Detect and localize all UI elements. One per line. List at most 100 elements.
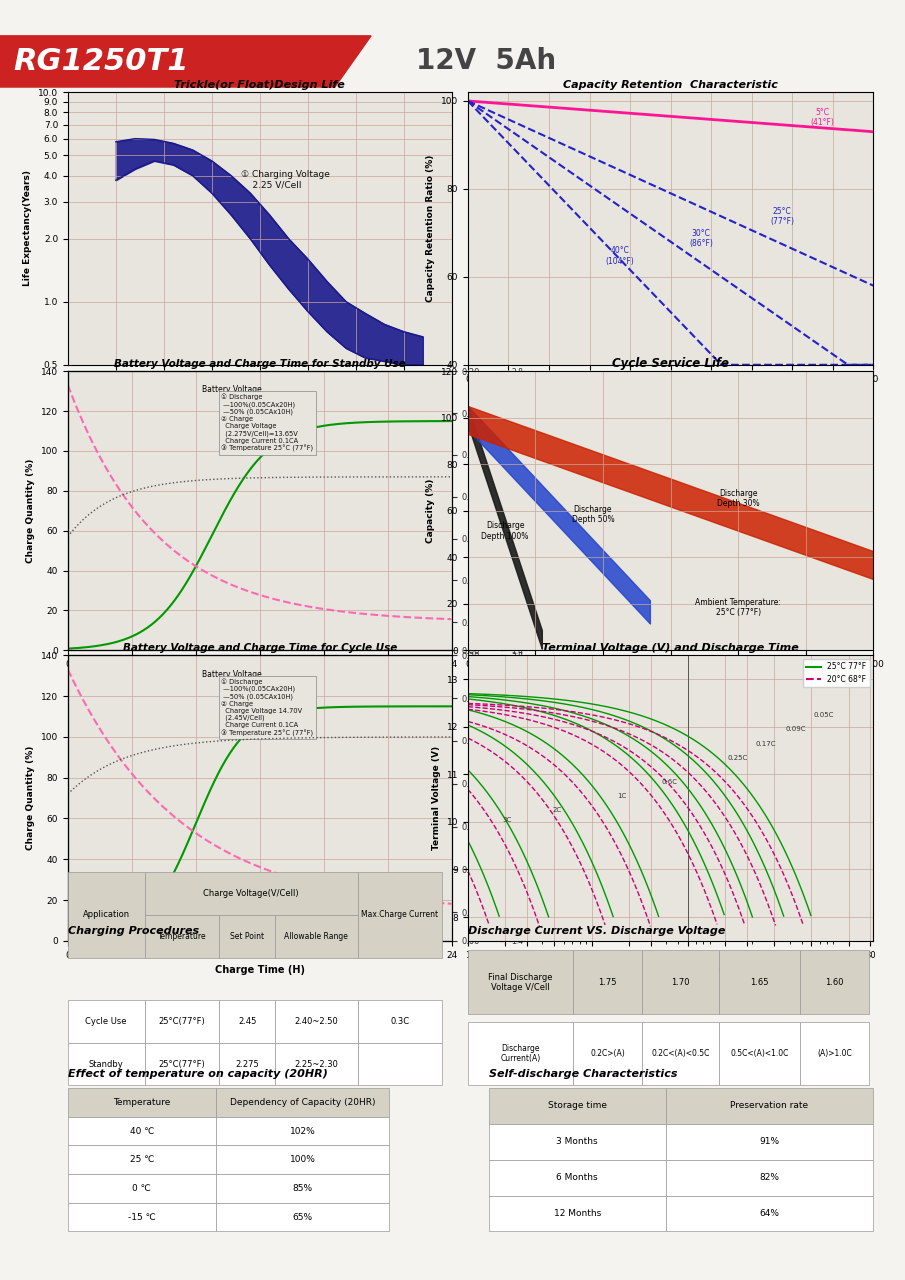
- Text: Effect of temperature on capacity (20HR): Effect of temperature on capacity (20HR): [68, 1069, 328, 1079]
- Text: 0.6C: 0.6C: [662, 778, 678, 785]
- Text: 64%: 64%: [759, 1208, 779, 1219]
- Text: ← Min →: ← Min →: [565, 963, 598, 972]
- Bar: [573, 1021, 643, 1085]
- Bar: [145, 1000, 219, 1043]
- Text: 40 ℃: 40 ℃: [129, 1126, 154, 1135]
- Text: 0.3C: 0.3C: [390, 1018, 409, 1027]
- Bar: [643, 1021, 719, 1085]
- Text: 91%: 91%: [759, 1137, 779, 1147]
- Text: -15 ℃: -15 ℃: [128, 1212, 156, 1221]
- Text: 0.2C>(A): 0.2C>(A): [590, 1050, 625, 1059]
- Text: ① Discharge
 —100%(0.05CAx20H)
 —50% (0.05CAx10H)
② Charge
  Charge Voltage 14.7: ① Discharge —100%(0.05CAx20H) —50% (0.05…: [222, 678, 313, 736]
- Title: Battery Voltage and Charge Time for Cycle Use: Battery Voltage and Charge Time for Cycl…: [122, 643, 397, 653]
- X-axis label: Charge Time (H): Charge Time (H): [214, 965, 305, 975]
- X-axis label: Temperature (°C): Temperature (°C): [213, 389, 307, 399]
- Text: 82%: 82%: [759, 1172, 779, 1183]
- Bar: [275, 915, 357, 957]
- Title: Cycle Service Life: Cycle Service Life: [612, 357, 729, 370]
- Text: 3 Months: 3 Months: [557, 1137, 598, 1147]
- Text: Charging Procedures: Charging Procedures: [68, 927, 199, 936]
- Text: 3C: 3C: [502, 817, 511, 823]
- Bar: [145, 1043, 219, 1085]
- Bar: [665, 1160, 873, 1196]
- Text: 0 ℃: 0 ℃: [132, 1184, 151, 1193]
- Text: 0.09C: 0.09C: [786, 727, 806, 732]
- Bar: [68, 1043, 145, 1085]
- Y-axis label: Charge Current (CA): Charge Current (CA): [485, 759, 494, 837]
- Bar: [219, 1043, 275, 1085]
- Text: 100%: 100%: [290, 1155, 315, 1165]
- Text: 25°C
(77°F): 25°C (77°F): [770, 206, 794, 227]
- Text: 0.17C: 0.17C: [755, 741, 776, 746]
- Bar: [68, 1146, 215, 1174]
- Text: Charge Voltage(V/Cell): Charge Voltage(V/Cell): [204, 890, 299, 899]
- Text: 65%: 65%: [292, 1212, 312, 1221]
- Text: Discharge Current VS. Discharge Voltage: Discharge Current VS. Discharge Voltage: [468, 927, 725, 936]
- Text: Dependency of Capacity (20HR): Dependency of Capacity (20HR): [230, 1098, 376, 1107]
- X-axis label: Storage Period (Month): Storage Period (Month): [605, 389, 736, 399]
- Bar: [665, 1088, 873, 1124]
- Bar: [665, 1196, 873, 1231]
- Text: 1.70: 1.70: [672, 978, 690, 987]
- Bar: [665, 1124, 873, 1160]
- Bar: [68, 1174, 215, 1203]
- Text: 0.25C: 0.25C: [728, 755, 748, 762]
- Text: 1C: 1C: [617, 794, 626, 799]
- Bar: [275, 1043, 357, 1085]
- Bar: [489, 1160, 665, 1196]
- Text: 102%: 102%: [290, 1126, 315, 1135]
- Y-axis label: Charge Quantity (%): Charge Quantity (%): [26, 458, 35, 563]
- Bar: [219, 1000, 275, 1043]
- Bar: [275, 1000, 357, 1043]
- Text: Battery Voltage: Battery Voltage: [202, 669, 262, 678]
- Title: Trickle(or Float)Design Life: Trickle(or Float)Design Life: [175, 79, 345, 90]
- Text: 2.25~2.30: 2.25~2.30: [294, 1060, 338, 1069]
- Bar: [468, 1021, 573, 1085]
- Title: Battery Voltage and Charge Time for Standby Use: Battery Voltage and Charge Time for Stan…: [114, 358, 405, 369]
- Text: 12V  5Ah: 12V 5Ah: [416, 47, 557, 76]
- X-axis label: Charge Time (H): Charge Time (H): [214, 675, 305, 685]
- Text: Final Discharge
Voltage V/Cell: Final Discharge Voltage V/Cell: [489, 973, 553, 992]
- Bar: [800, 1021, 870, 1085]
- Text: Preservation rate: Preservation rate: [730, 1101, 808, 1111]
- Bar: [68, 873, 145, 957]
- Text: 25°C(77°F): 25°C(77°F): [158, 1060, 205, 1069]
- Text: RG1250T1: RG1250T1: [14, 47, 189, 76]
- Text: 2.40~2.50: 2.40~2.50: [294, 1018, 338, 1027]
- Bar: [800, 951, 870, 1014]
- Text: 2.45: 2.45: [238, 1018, 256, 1027]
- Text: Ambient Temperature:
25°C (77°F): Ambient Temperature: 25°C (77°F): [695, 598, 781, 617]
- Bar: [215, 1088, 389, 1116]
- X-axis label: Discharge Time (Min): Discharge Time (Min): [612, 965, 729, 975]
- Y-axis label: Battery Voltage
(V/Per Cell): Battery Voltage (V/Per Cell): [529, 484, 542, 538]
- Text: 85%: 85%: [292, 1184, 312, 1193]
- Bar: [215, 1116, 389, 1146]
- Bar: [145, 915, 219, 957]
- Bar: [719, 1021, 800, 1085]
- Text: 2.275: 2.275: [235, 1060, 259, 1069]
- Y-axis label: Charge Current (CA): Charge Current (CA): [485, 472, 494, 549]
- Bar: [489, 1196, 665, 1231]
- Bar: [643, 951, 719, 1014]
- Text: ① Discharge
 —100%(0.05CAx20H)
 —50% (0.05CAx10H)
② Charge
  Charge Voltage
  (2: ① Discharge —100%(0.05CAx20H) —50% (0.05…: [222, 393, 313, 452]
- Bar: [68, 1203, 215, 1231]
- Bar: [145, 873, 357, 915]
- Text: 25°C(77°F): 25°C(77°F): [158, 1018, 205, 1027]
- Text: Battery Voltage: Battery Voltage: [202, 385, 262, 394]
- Bar: [68, 1088, 215, 1116]
- Text: (A)>1.0C: (A)>1.0C: [817, 1050, 853, 1059]
- Bar: [357, 1000, 442, 1043]
- Text: Temperature: Temperature: [157, 932, 206, 941]
- Polygon shape: [0, 36, 371, 87]
- Text: Allowable Range: Allowable Range: [284, 932, 348, 941]
- Bar: [719, 951, 800, 1014]
- Legend: 25°C 77°F, 20°C 68°F: 25°C 77°F, 20°C 68°F: [803, 659, 870, 687]
- Y-axis label: Capacity (%): Capacity (%): [426, 479, 435, 543]
- Text: 1.60: 1.60: [825, 978, 844, 987]
- X-axis label: Number of Cycles (Times): Number of Cycles (Times): [600, 675, 741, 685]
- Text: 2C: 2C: [552, 808, 561, 813]
- Text: 30°C
(86°F): 30°C (86°F): [689, 229, 713, 248]
- Text: Discharge
Depth 50%: Discharge Depth 50%: [572, 504, 614, 525]
- Text: ← Hr →: ← Hr →: [729, 963, 758, 972]
- Title: Terminal Voltage (V) and Discharge Time: Terminal Voltage (V) and Discharge Time: [542, 643, 799, 653]
